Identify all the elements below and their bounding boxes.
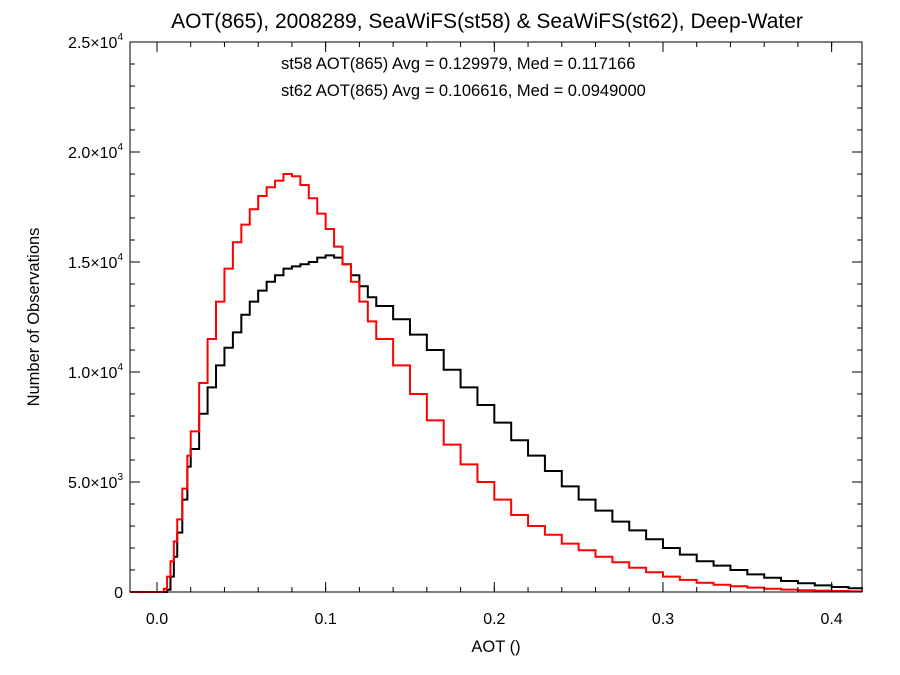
- tick-labels-layer: 0.0 0.1 0.2 0.3 0.4 0 5.0×103 1.0×104 1.5×104 2.0…: [68, 32, 843, 628]
- x-tick-label-2: 0.2: [483, 611, 505, 628]
- x-tick-label-0: 0.0: [146, 611, 168, 628]
- chart-title: AOT(865), 2008289, SeaWiFS(st58) & SeaWi…: [171, 10, 803, 33]
- y-tick-label-1: 5.0×103: [68, 472, 123, 492]
- annotation-st58: st58 AOT(865) Avg = 0.129979, Med = 0.11…: [281, 55, 635, 73]
- y-tick-label-0: 0: [114, 585, 123, 602]
- series-line-0: [130, 254, 863, 593]
- plot-frame: [129, 41, 863, 593]
- series-layer: [130, 173, 863, 593]
- y-tick-label-4: 2.0×104: [68, 142, 123, 162]
- y-axis-label: Number of Observations: [25, 228, 43, 407]
- x-tick-label-3: 0.3: [652, 611, 674, 628]
- ticks-layer: [130, 41, 862, 593]
- x-tick-label-1: 0.1: [315, 611, 337, 628]
- y-tick-label-5: 2.5×104: [68, 32, 123, 52]
- y-tick-label-2: 1.0×104: [68, 362, 123, 382]
- annotation-st62: st62 AOT(865) Avg = 0.106616, Med = 0.09…: [281, 82, 646, 100]
- x-tick-label-4: 0.4: [821, 611, 843, 628]
- y-tick-label-3: 1.5×104: [68, 252, 123, 272]
- x-axis-label: AOT (): [471, 638, 520, 656]
- series-line-1: [130, 173, 863, 593]
